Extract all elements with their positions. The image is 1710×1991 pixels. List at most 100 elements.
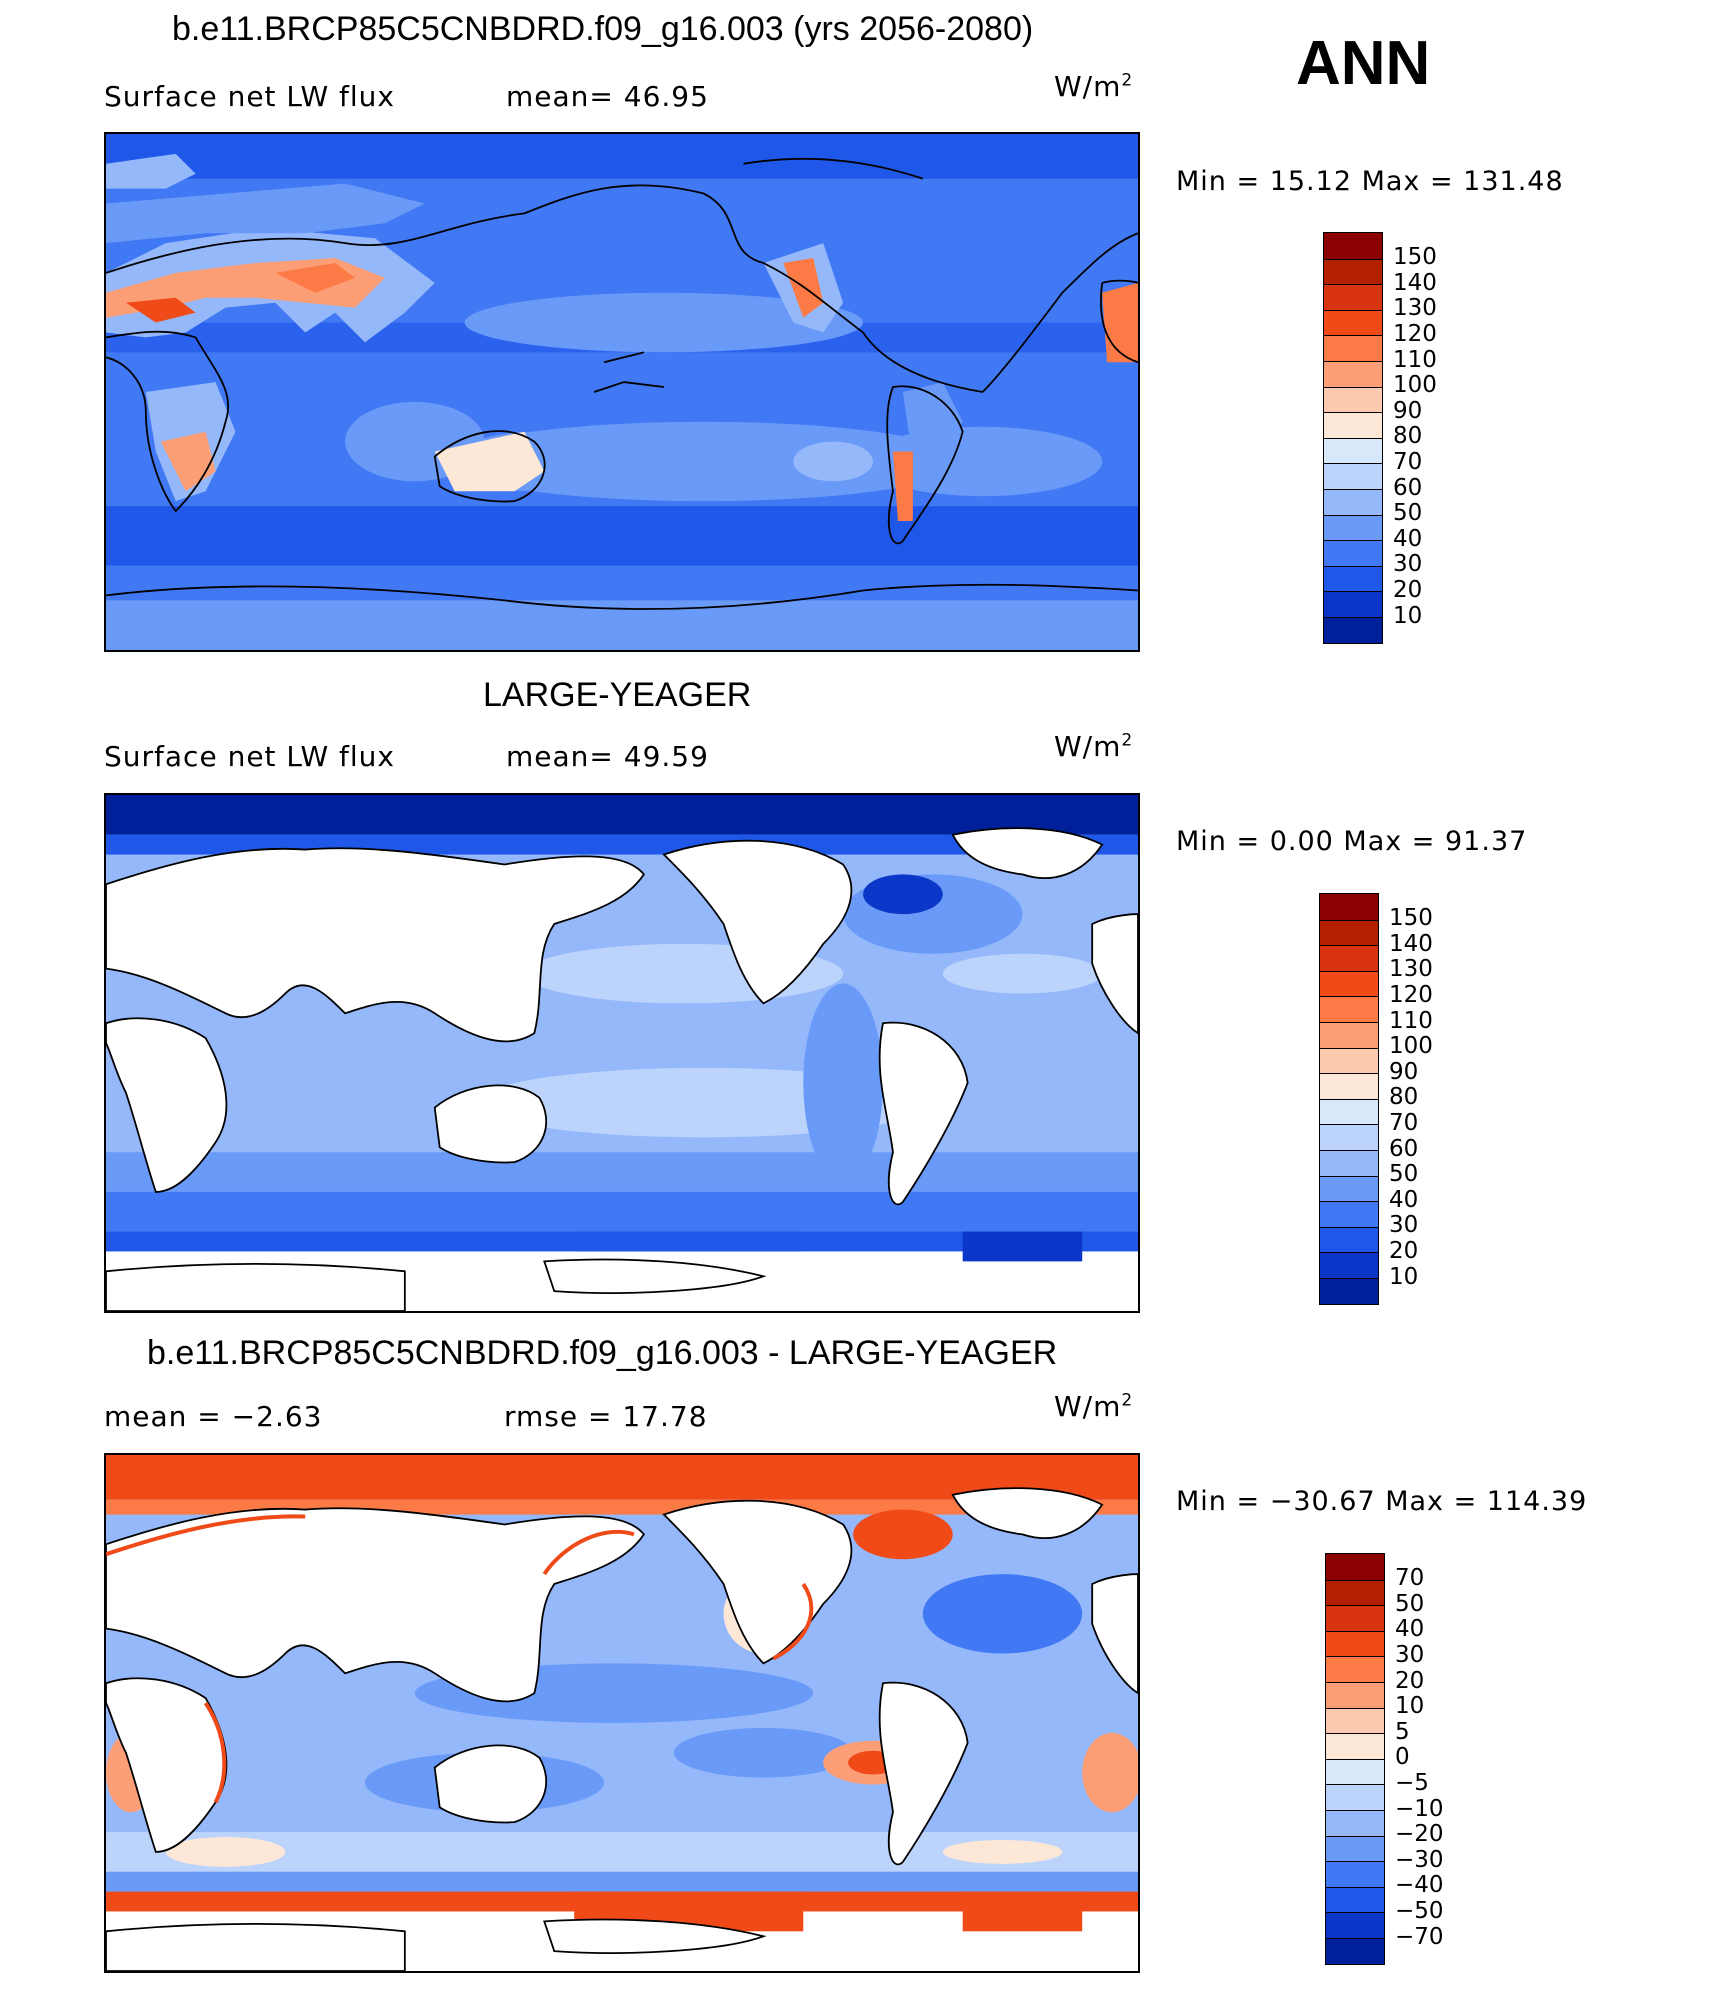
panel-3-map bbox=[104, 1453, 1140, 1973]
panel-2-variable-label: Surface net LW flux bbox=[104, 740, 395, 773]
colorbar-label: 20 bbox=[1389, 1237, 1419, 1264]
colorbar-swatch bbox=[1320, 919, 1378, 946]
colorbar-swatch bbox=[1320, 1277, 1378, 1304]
panel-3-map-svg bbox=[106, 1455, 1138, 1971]
colorbar-swatch bbox=[1320, 970, 1378, 997]
colorbar-swatch bbox=[1320, 1252, 1378, 1278]
panel-2-unit: W/m2 bbox=[1054, 730, 1134, 763]
colorbar-swatch bbox=[1324, 335, 1382, 361]
colorbar-label: 110 bbox=[1389, 1007, 1433, 1034]
colorbar-label: 10 bbox=[1395, 1693, 1425, 1720]
colorbar-swatch bbox=[1324, 412, 1382, 438]
colorbar-swatch bbox=[1326, 1861, 1384, 1887]
colorbar-label: −70 bbox=[1395, 1923, 1444, 1950]
panel-2-title: LARGE-YEAGER bbox=[483, 676, 752, 714]
colorbar-label: 40 bbox=[1395, 1616, 1425, 1643]
colorbar-swatch bbox=[1326, 1630, 1384, 1657]
panel-1-colorbar-swatches bbox=[1323, 232, 1383, 644]
colorbar-swatch bbox=[1320, 1073, 1378, 1099]
colorbar-label: 70 bbox=[1393, 448, 1423, 475]
colorbar-label: 140 bbox=[1389, 930, 1433, 957]
colorbar-label: −50 bbox=[1395, 1897, 1444, 1924]
colorbar-label: 90 bbox=[1389, 1058, 1419, 1085]
colorbar-swatch bbox=[1324, 360, 1382, 387]
colorbar-swatch bbox=[1324, 488, 1382, 515]
colorbar-swatch bbox=[1326, 1835, 1384, 1862]
colorbar-label: −20 bbox=[1395, 1821, 1444, 1848]
panel-2-mean-label: mean= 49.59 bbox=[506, 740, 709, 773]
colorbar-label: 60 bbox=[1393, 474, 1423, 501]
colorbar-swatch bbox=[1324, 514, 1382, 541]
panel-2-map bbox=[104, 793, 1140, 1313]
colorbar-swatch bbox=[1320, 1021, 1378, 1048]
colorbar-swatch bbox=[1324, 463, 1382, 489]
colorbar-label: 50 bbox=[1393, 500, 1423, 527]
panel-1-colorbar: 150 140 130 120 110 100 90 80 70 60 50 40 30 20 10 bbox=[1323, 232, 1453, 644]
panel-2-colorbar: 150 140 130 120 110 100 90 80 70 60 50 40 30 20 10 bbox=[1319, 893, 1449, 1305]
colorbar-label: 0 bbox=[1395, 1744, 1410, 1771]
colorbar-swatch bbox=[1326, 1656, 1384, 1682]
colorbar-label: 20 bbox=[1393, 576, 1423, 603]
panel-1-title: b.e11.BRCP85C5CNBDRD.f09_g16.003 (yrs 20… bbox=[172, 10, 1034, 48]
colorbar-label: 100 bbox=[1393, 372, 1437, 399]
colorbar-swatch bbox=[1320, 1149, 1378, 1176]
colorbar-label: 100 bbox=[1389, 1033, 1433, 1060]
season-label: ANN bbox=[1296, 29, 1431, 98]
colorbar-label: 130 bbox=[1393, 295, 1437, 322]
panel-1-map-svg bbox=[106, 134, 1138, 650]
colorbar-swatch bbox=[1320, 1175, 1378, 1202]
colorbar-label: 140 bbox=[1393, 269, 1437, 296]
colorbar-swatch bbox=[1320, 1098, 1378, 1125]
colorbar-label: 150 bbox=[1389, 905, 1433, 932]
colorbar-swatch bbox=[1324, 616, 1382, 643]
colorbar-swatch bbox=[1326, 1554, 1384, 1580]
panel-1-mean-label: mean= 46.95 bbox=[506, 80, 709, 113]
colorbar-swatch bbox=[1324, 540, 1382, 566]
colorbar-swatch bbox=[1324, 284, 1382, 310]
colorbar-swatch bbox=[1324, 309, 1382, 336]
panel-1-variable-label: Surface net LW flux bbox=[104, 80, 395, 113]
colorbar-label: 30 bbox=[1395, 1641, 1425, 1668]
colorbar-swatch bbox=[1326, 1937, 1384, 1964]
colorbar-label: 10 bbox=[1389, 1263, 1419, 1290]
colorbar-swatch bbox=[1324, 591, 1382, 617]
panel-2-colorbar-swatches bbox=[1319, 893, 1379, 1305]
colorbar-swatch bbox=[1320, 996, 1378, 1022]
colorbar-label: 130 bbox=[1389, 956, 1433, 983]
panel-2-min-max: Min = 0.00 Max = 91.37 bbox=[1176, 826, 1528, 857]
colorbar-swatch bbox=[1326, 1809, 1384, 1836]
colorbar-label: 150 bbox=[1393, 244, 1437, 271]
colorbar-label: 10 bbox=[1393, 602, 1423, 629]
panel-1-min-max: Min = 15.12 Max = 131.48 bbox=[1176, 166, 1564, 197]
colorbar-label: 50 bbox=[1389, 1161, 1419, 1188]
colorbar-swatch bbox=[1326, 1758, 1384, 1785]
panel-3-min-max: Min = −30.67 Max = 114.39 bbox=[1176, 1486, 1588, 1517]
colorbar-label: 30 bbox=[1393, 551, 1423, 578]
colorbar-swatch bbox=[1326, 1912, 1384, 1938]
colorbar-label: 70 bbox=[1395, 1565, 1425, 1592]
colorbar-swatch bbox=[1326, 1707, 1384, 1734]
colorbar-swatch bbox=[1324, 233, 1382, 259]
colorbar-swatch bbox=[1326, 1579, 1384, 1606]
colorbar-label: 40 bbox=[1393, 525, 1423, 552]
colorbar-swatch bbox=[1324, 437, 1382, 464]
panel-3-colorbar: 70 50 40 30 20 10 5 0 −5 −10 −20 −30 −40 −50 −70 bbox=[1325, 1553, 1455, 1965]
colorbar-swatch bbox=[1326, 1784, 1384, 1810]
colorbar-swatch bbox=[1324, 386, 1382, 413]
colorbar-label: 90 bbox=[1393, 397, 1423, 424]
colorbar-swatch bbox=[1326, 1733, 1384, 1759]
panel-3-mean-label: mean = −2.63 bbox=[104, 1400, 323, 1433]
colorbar-label: 80 bbox=[1393, 423, 1423, 450]
colorbar-label: −40 bbox=[1395, 1872, 1444, 1899]
colorbar-swatch bbox=[1326, 1605, 1384, 1631]
colorbar-swatch bbox=[1324, 565, 1382, 592]
colorbar-label: 80 bbox=[1389, 1084, 1419, 1111]
colorbar-label: 110 bbox=[1393, 346, 1437, 373]
colorbar-swatch bbox=[1320, 1226, 1378, 1253]
colorbar-label: 50 bbox=[1395, 1590, 1425, 1617]
colorbar-swatch bbox=[1326, 1886, 1384, 1913]
colorbar-label: 5 bbox=[1395, 1718, 1410, 1745]
colorbar-label: 120 bbox=[1389, 981, 1433, 1008]
panel-3-title: b.e11.BRCP85C5CNBDRD.f09_g16.003 - LARGE… bbox=[147, 1334, 1058, 1372]
colorbar-swatch bbox=[1320, 1124, 1378, 1150]
